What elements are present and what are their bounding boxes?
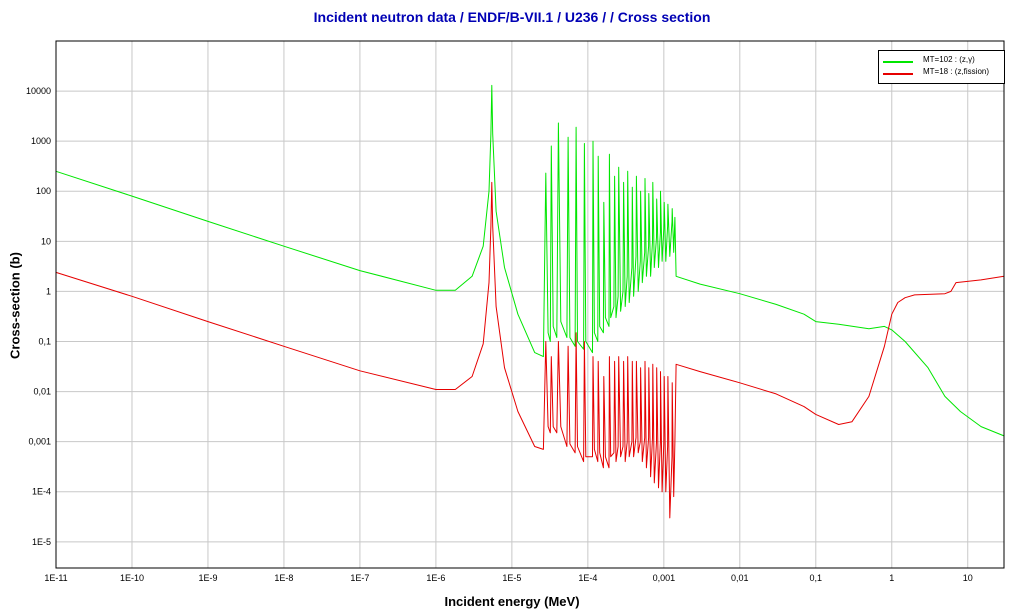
legend: MT=102 : (z,γ) MT=18 : (z,fission) (878, 50, 1005, 84)
y-tick-label: 1E-4 (32, 487, 51, 497)
chart-title: Incident neutron data / ENDF/B-VII.1 / U… (313, 9, 711, 25)
y-tick-label: 0,1 (38, 336, 51, 346)
legend-swatch-capture (883, 61, 913, 63)
x-tick-label: 0,01 (731, 573, 749, 583)
x-tick-label: 1E-5 (502, 573, 521, 583)
x-tick-label: 1E-4 (578, 573, 597, 583)
series-fission-line (55, 181, 1005, 519)
x-tick-label: 1E-7 (350, 573, 369, 583)
grid (55, 41, 1004, 568)
x-tick-label: 0,1 (810, 573, 823, 583)
y-tick-label: 0,01 (33, 387, 51, 397)
series-layer (55, 84, 1005, 519)
x-tick-label: 1E-9 (198, 573, 217, 583)
x-tick-label: 1E-11 (44, 573, 67, 583)
y-tick-label: 1E-5 (32, 537, 51, 547)
y-tick-label: 100 (36, 186, 51, 196)
y-tick-label: 1000 (31, 136, 51, 146)
x-axis-ticks: 1E-11 1E-10 1E-9 1E-8 1E-7 1E-6 1E-5 1E-4 0,001 0… (44, 573, 972, 583)
x-tick-label: 1E-10 (120, 573, 144, 583)
legend-label-capture: MT=102 : (z,γ) (923, 55, 975, 64)
x-axis-label: Incident energy (MeV) (444, 594, 580, 609)
x-tick-label: 1 (889, 573, 894, 583)
y-tick-label: 10000 (26, 86, 51, 96)
legend-label-fission: MT=18 : (z,fission) (923, 67, 990, 76)
y-axis-ticks: 1E-5 1E-4 0,001 0,01 0,1 1 10 100 1000 10000 (26, 86, 51, 547)
x-tick-label: 10 (963, 573, 973, 583)
plot-frame (55, 40, 1005, 569)
x-tick-label: 1E-8 (274, 573, 293, 583)
legend-swatch-fission (883, 73, 913, 75)
y-tick-label: 10 (41, 236, 51, 246)
x-tick-label: 1E-6 (426, 573, 445, 583)
series-capture-line (55, 84, 1005, 437)
y-tick-label: 0,001 (28, 437, 51, 447)
y-axis-label: Cross-section (b) (7, 252, 23, 359)
x-tick-label: 0,001 (653, 573, 676, 583)
y-tick-label: 1 (46, 286, 51, 296)
